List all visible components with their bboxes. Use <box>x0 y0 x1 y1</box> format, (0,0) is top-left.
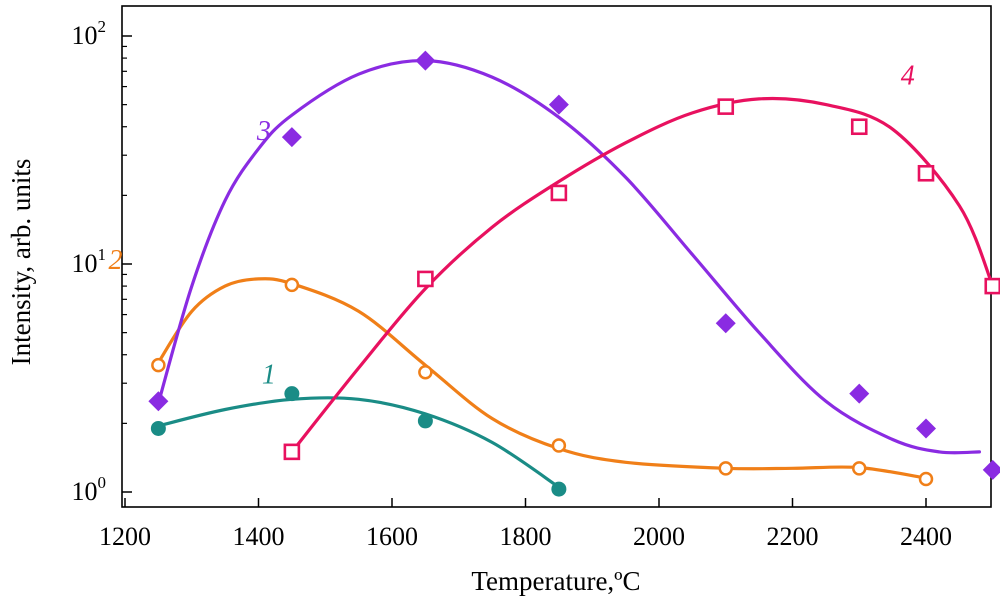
data-point <box>849 383 870 404</box>
data-point <box>917 164 935 182</box>
data-point <box>718 461 733 476</box>
series-label-3: 3 <box>256 116 271 147</box>
data-point <box>850 118 868 136</box>
data-point <box>717 98 735 115</box>
x-axis: 1200 1400 1600 1800 2000 2200 2400 <box>99 498 952 551</box>
data-point <box>281 127 302 148</box>
x-tick-label: 1400 <box>233 522 285 551</box>
data-point <box>418 365 433 380</box>
y-tick-label: 101 <box>72 245 107 278</box>
data-point <box>982 459 1000 480</box>
data-point <box>551 438 567 453</box>
x-tick-label: 1800 <box>500 522 552 551</box>
y-tick-label: 100 <box>72 473 107 506</box>
y-axis-title: Intensity, arb. units <box>6 159 36 366</box>
data-point <box>916 418 936 439</box>
data-point <box>551 481 567 497</box>
data-point <box>150 420 166 436</box>
x-axis-title: Temperature,ºC <box>471 566 640 596</box>
fit-curve-4 <box>290 96 995 454</box>
plot-frame <box>121 5 992 508</box>
data-point <box>918 471 934 487</box>
fit-curve-3 <box>156 58 981 455</box>
series-label-2: 2 <box>109 245 123 276</box>
series-label-1: 1 <box>262 360 276 391</box>
data-point <box>151 357 166 373</box>
fit-curve-2 <box>156 277 928 480</box>
data-point <box>715 313 736 334</box>
data-point <box>415 50 436 71</box>
y-axis: 100 101 102 <box>72 17 132 506</box>
data-markers <box>148 50 1000 497</box>
x-tick-label: 1200 <box>99 522 151 551</box>
x-tick-label: 2400 <box>900 522 952 551</box>
data-point <box>548 94 569 115</box>
data-point <box>148 391 169 412</box>
fit-curves <box>156 58 995 489</box>
data-point <box>852 461 867 476</box>
x-tick-label: 1600 <box>366 522 418 551</box>
x-tick-label: 2200 <box>767 522 819 551</box>
fit-curve-1 <box>156 396 561 489</box>
data-point <box>984 277 1000 295</box>
x-tick-label: 2000 <box>633 522 685 551</box>
series-labels: 1 2 3 4 <box>109 61 915 391</box>
series-label-4: 4 <box>901 61 915 92</box>
data-point <box>417 413 433 429</box>
data-point <box>284 277 300 293</box>
data-point <box>284 386 300 402</box>
data-point <box>283 443 301 461</box>
data-point <box>550 184 568 202</box>
y-tick-label: 102 <box>72 17 107 50</box>
data-point <box>417 270 434 288</box>
